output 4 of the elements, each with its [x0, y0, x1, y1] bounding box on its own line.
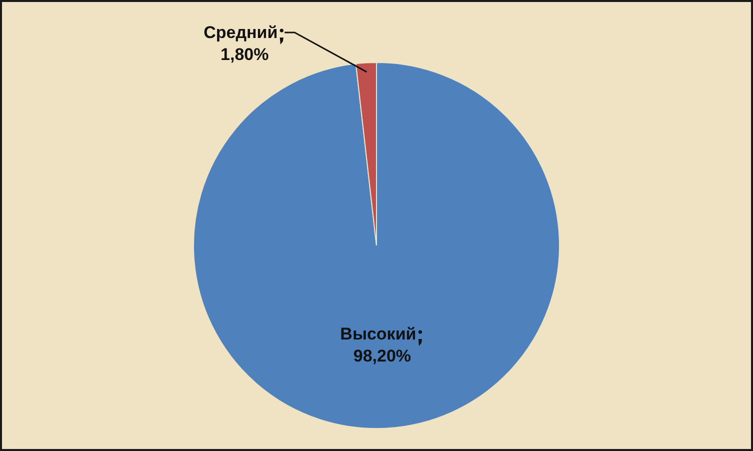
- slice-label: Высокий: [340, 324, 416, 344]
- slice-label: Средний: [204, 23, 278, 42]
- data-label: 98,20%: [353, 346, 412, 366]
- data-label: 1,80%: [220, 45, 269, 64]
